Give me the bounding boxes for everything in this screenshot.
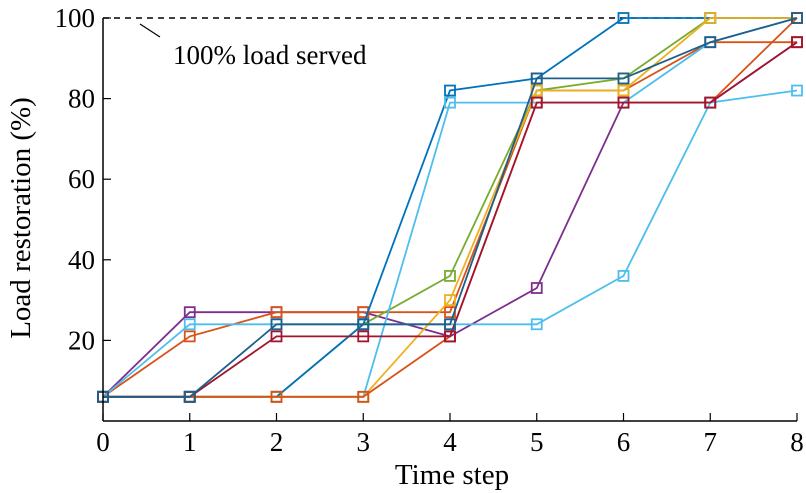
series-layer bbox=[97, 12, 803, 403]
x-tick-label: 4 bbox=[443, 427, 457, 457]
series-line bbox=[103, 17, 798, 398]
x-tick-label: 7 bbox=[704, 427, 718, 457]
x-tick-label: 5 bbox=[530, 427, 544, 457]
data-point bbox=[617, 96, 630, 109]
x-tick-label: 0 bbox=[96, 427, 110, 457]
data-point bbox=[357, 330, 370, 343]
x-tick-label: 2 bbox=[270, 427, 284, 457]
axis-layer: 0 1 2 3 4 5 6 7 8 20 40 60 80 100 bbox=[55, 3, 804, 457]
series-line bbox=[102, 89, 798, 398]
x-axis-title: Time step bbox=[395, 459, 509, 491]
data-point bbox=[530, 318, 543, 331]
series-line bbox=[103, 17, 797, 398]
data-point bbox=[444, 84, 456, 97]
data-point bbox=[791, 12, 803, 24]
x-tick-label: 6 bbox=[617, 427, 631, 457]
y-tick-label: 60 bbox=[68, 164, 95, 194]
data-point bbox=[183, 330, 196, 343]
series-line bbox=[103, 17, 798, 398]
data-point bbox=[791, 36, 803, 49]
series-4 bbox=[97, 12, 803, 403]
data-point bbox=[617, 270, 630, 282]
series-line bbox=[103, 17, 798, 398]
data-point bbox=[704, 96, 717, 109]
x-tick-label: 8 bbox=[790, 427, 804, 457]
y-axis-title: Load restoration (%) bbox=[5, 97, 37, 339]
data-point bbox=[270, 306, 283, 319]
y-tick-label: 20 bbox=[68, 325, 95, 355]
series-3 bbox=[97, 84, 803, 403]
data-point bbox=[270, 318, 283, 331]
series-line bbox=[102, 41, 797, 398]
y-tick-label: 100 bbox=[55, 3, 96, 33]
y-tick-label: 40 bbox=[68, 245, 95, 275]
data-point bbox=[270, 330, 283, 343]
data-point bbox=[530, 72, 543, 85]
reference-line-leader bbox=[139, 23, 161, 38]
data-point bbox=[444, 270, 456, 282]
data-point bbox=[791, 84, 803, 97]
data-point bbox=[444, 96, 456, 109]
data-point bbox=[704, 12, 717, 24]
data-point bbox=[183, 306, 196, 319]
series-8 bbox=[97, 12, 803, 403]
data-point bbox=[704, 36, 717, 49]
data-point bbox=[444, 294, 456, 307]
data-point bbox=[444, 330, 456, 343]
data-point bbox=[357, 390, 370, 403]
series-line bbox=[103, 17, 797, 398]
data-point bbox=[444, 318, 456, 331]
y-tick-label: 80 bbox=[68, 84, 95, 114]
data-point bbox=[183, 318, 196, 331]
series-5 bbox=[97, 12, 803, 403]
series-10 bbox=[97, 12, 803, 403]
reference-line-label: 100% load served bbox=[173, 40, 367, 70]
data-point bbox=[530, 96, 543, 109]
data-point bbox=[530, 282, 543, 294]
data-point bbox=[617, 12, 630, 24]
data-point bbox=[617, 84, 630, 97]
series-line bbox=[103, 41, 798, 398]
data-point bbox=[617, 72, 630, 85]
x-tick-label: 3 bbox=[357, 427, 371, 457]
x-tick-label: 1 bbox=[183, 427, 197, 457]
series-7 bbox=[97, 12, 803, 403]
data-point bbox=[270, 390, 283, 403]
series-line bbox=[103, 17, 797, 398]
data-point bbox=[183, 390, 196, 403]
series-6 bbox=[97, 12, 803, 403]
data-point bbox=[357, 318, 370, 331]
